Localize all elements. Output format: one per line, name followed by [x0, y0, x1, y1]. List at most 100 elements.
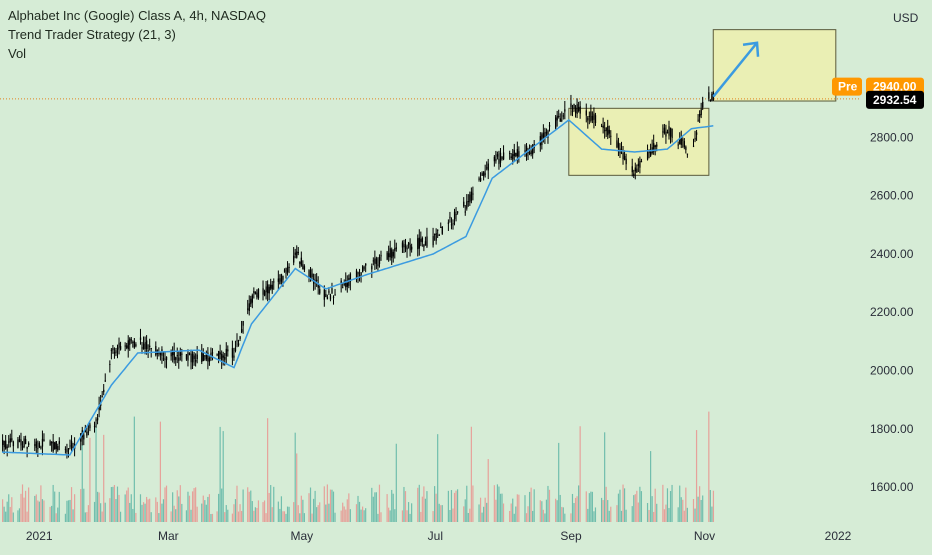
volume-bar — [66, 500, 68, 522]
time-tick-label: Mar — [158, 529, 179, 543]
candle-body — [332, 296, 335, 299]
candle-body — [639, 160, 641, 168]
volume-bar — [251, 501, 253, 522]
volume-bar — [594, 507, 597, 522]
zone-box-1[interactable] — [712, 29, 837, 102]
volume-bar — [17, 510, 19, 522]
candle-body — [69, 445, 71, 447]
volume-bar — [277, 501, 279, 522]
price-tick-label: 2600.00 — [870, 189, 914, 203]
volume-bar — [72, 509, 74, 522]
candle-body — [404, 246, 407, 249]
volume-bar — [372, 496, 374, 522]
price-candles — [2, 86, 715, 459]
volume-bar — [227, 509, 229, 522]
volume-bar — [349, 509, 351, 522]
volume-bar — [365, 508, 367, 522]
volume-bar — [502, 503, 505, 522]
volume-bar — [101, 511, 103, 522]
volume-bar — [389, 510, 391, 522]
volume-bar — [74, 494, 76, 522]
volume-bar — [510, 503, 512, 522]
candle-body — [441, 226, 443, 234]
volume-bar — [233, 504, 235, 522]
candle-body — [469, 194, 471, 203]
candle-body — [334, 294, 336, 296]
candle-body — [179, 352, 182, 356]
candle-body — [702, 101, 704, 108]
volume-bar — [588, 493, 590, 522]
volume-bar — [518, 494, 520, 522]
candle-body — [516, 149, 519, 157]
volume-bar — [69, 499, 71, 522]
candle-body — [57, 446, 59, 451]
volume-bar — [694, 508, 696, 522]
volume-bar — [98, 492, 100, 522]
volume-bar — [636, 490, 638, 522]
candle-body — [547, 130, 549, 138]
volume-bar — [656, 503, 658, 522]
volume-bar — [559, 494, 561, 522]
candle-body — [283, 270, 286, 272]
candle-body — [464, 211, 466, 213]
candle-body — [570, 103, 572, 108]
volume-bar — [386, 494, 388, 522]
candle-body — [103, 389, 105, 393]
volume-bar — [43, 500, 45, 522]
volume-bar — [86, 512, 88, 522]
volume-bar — [253, 510, 255, 522]
volume-bar — [435, 493, 437, 522]
candle-body — [677, 144, 679, 146]
candle-body — [579, 106, 581, 114]
volume-bar — [666, 488, 669, 522]
volume-bar — [202, 495, 204, 522]
candle-body — [355, 270, 358, 279]
volume-bar — [288, 506, 290, 522]
candle-body — [623, 155, 626, 160]
candle-body — [280, 274, 283, 282]
volume-bar — [424, 498, 427, 522]
candle-body — [191, 353, 194, 363]
volume-bar — [57, 507, 59, 522]
volume-bar — [231, 513, 233, 522]
volume-bar — [447, 490, 449, 522]
candle-body — [407, 242, 410, 245]
candle-body — [663, 127, 666, 134]
currency-label: USD — [893, 11, 919, 25]
volume-bar — [470, 426, 472, 522]
volume-bar — [587, 508, 589, 522]
volume-bar — [282, 511, 284, 522]
volume-bar — [52, 484, 54, 522]
candle-body — [176, 355, 178, 357]
trend-trader-line[interactable] — [1, 119, 714, 456]
volume-bar — [219, 426, 221, 522]
volume-title[interactable]: Vol — [8, 46, 27, 61]
candle-body — [617, 142, 620, 149]
volume-bar — [555, 498, 557, 522]
time-tick-label: Nov — [694, 529, 715, 543]
volume-bar — [67, 500, 70, 522]
candle-body — [51, 442, 53, 444]
candle-body — [502, 152, 505, 160]
candle-body — [12, 441, 15, 447]
volume-bar — [355, 504, 358, 522]
volume-bar — [185, 510, 188, 522]
volume-bar — [309, 487, 312, 522]
candle-body — [346, 283, 348, 287]
candle-body — [250, 298, 252, 305]
volume-bar — [450, 490, 453, 522]
volume-bar — [421, 496, 423, 522]
volume-bar — [178, 496, 180, 522]
candle-body — [602, 125, 604, 129]
volume-bar — [195, 487, 197, 522]
volume-bar — [513, 513, 515, 522]
volume-bar — [631, 506, 633, 522]
indicator-title[interactable]: Trend Trader Strategy (21, 3) — [8, 27, 176, 42]
volume-bar — [293, 502, 295, 522]
projection-arrow[interactable] — [712, 41, 758, 98]
volume-bar — [708, 411, 710, 522]
volume-bar — [207, 496, 209, 522]
last-price-badge-bg — [866, 90, 924, 109]
